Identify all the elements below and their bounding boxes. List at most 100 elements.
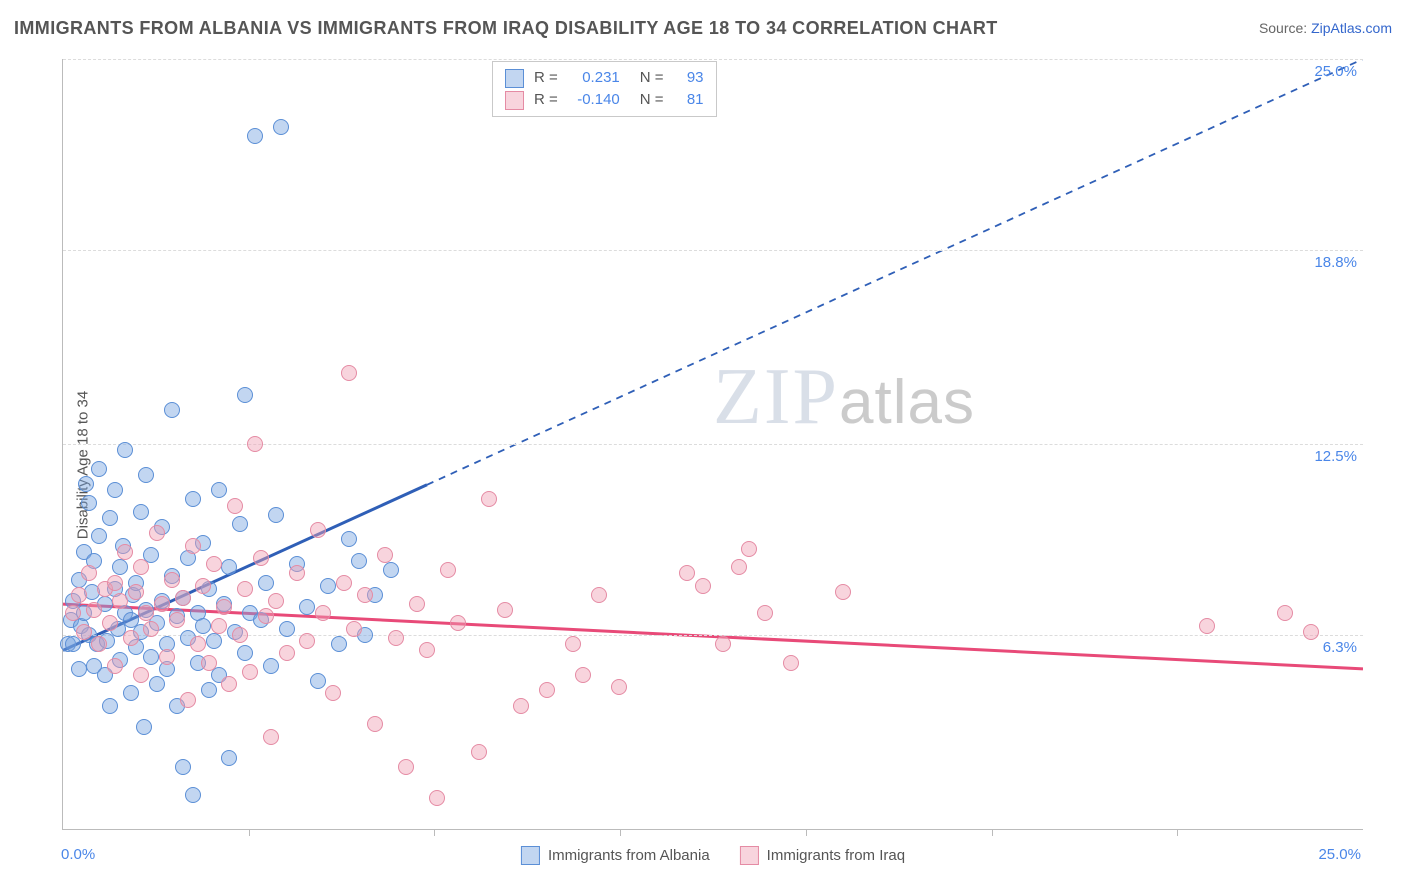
data-point (263, 658, 279, 674)
n-label: N = (640, 67, 664, 89)
data-point (201, 655, 217, 671)
data-point (268, 507, 284, 523)
data-point (310, 522, 326, 538)
data-point (513, 698, 529, 714)
data-point (143, 649, 159, 665)
data-point (149, 525, 165, 541)
r-value: 0.231 (568, 67, 620, 89)
gridline (63, 59, 1363, 60)
data-point (195, 578, 211, 594)
r-value: -0.140 (568, 89, 620, 111)
data-point (237, 387, 253, 403)
data-point (539, 682, 555, 698)
data-point (383, 562, 399, 578)
data-point (206, 633, 222, 649)
data-point (136, 719, 152, 735)
legend-swatch (505, 91, 524, 110)
data-point (180, 692, 196, 708)
data-point (783, 655, 799, 671)
data-point (835, 584, 851, 600)
data-point (591, 587, 607, 603)
x-tick (249, 829, 250, 836)
data-point (102, 698, 118, 714)
data-point (128, 584, 144, 600)
data-point (450, 615, 466, 631)
data-point (1199, 618, 1215, 634)
data-point (336, 575, 352, 591)
data-point (575, 667, 591, 683)
y-tick-label: 18.8% (1314, 254, 1357, 271)
legend-item: Immigrants from Iraq (740, 846, 905, 865)
legend-swatch (505, 69, 524, 88)
data-point (71, 587, 87, 603)
x-min-label: 0.0% (61, 846, 95, 863)
data-point (565, 636, 581, 652)
data-point (388, 630, 404, 646)
r-label: R = (534, 67, 558, 89)
data-point (102, 615, 118, 631)
data-point (232, 516, 248, 532)
data-point (263, 729, 279, 745)
data-point (81, 495, 97, 511)
data-point (237, 581, 253, 597)
data-point (138, 467, 154, 483)
legend-swatch (740, 846, 759, 865)
scatter-plot: ZIPatlas R =0.231 N =93R =-0.140 N =81 I… (62, 59, 1363, 830)
data-point (175, 590, 191, 606)
y-tick-label: 12.5% (1314, 448, 1357, 465)
data-point (133, 504, 149, 520)
data-point (232, 627, 248, 643)
data-point (279, 621, 295, 637)
chart-title: IMMIGRANTS FROM ALBANIA VS IMMIGRANTS FR… (14, 18, 998, 38)
data-point (154, 596, 170, 612)
x-tick (806, 829, 807, 836)
data-point (1303, 624, 1319, 640)
n-value: 81 (674, 89, 704, 111)
data-point (159, 649, 175, 665)
source-link[interactable]: ZipAtlas.com (1311, 20, 1392, 36)
data-point (310, 673, 326, 689)
legend-item: Immigrants from Albania (521, 846, 710, 865)
source-label: Source: ZipAtlas.com (1259, 20, 1392, 36)
data-point (169, 612, 185, 628)
data-point (107, 658, 123, 674)
data-point (185, 538, 201, 554)
gridline (63, 250, 1363, 251)
data-point (76, 624, 92, 640)
data-point (440, 562, 456, 578)
data-point (149, 676, 165, 692)
data-point (320, 578, 336, 594)
source-prefix: Source: (1259, 20, 1311, 36)
data-point (133, 667, 149, 683)
x-max-label: 25.0% (1318, 846, 1361, 863)
data-point (211, 618, 227, 634)
data-point (201, 682, 217, 698)
legend-label: Immigrants from Iraq (767, 847, 905, 864)
x-tick (620, 829, 621, 836)
n-value: 93 (674, 67, 704, 89)
data-point (258, 575, 274, 591)
data-point (331, 636, 347, 652)
data-point (71, 661, 87, 677)
n-label: N = (640, 89, 664, 111)
x-tick (434, 829, 435, 836)
data-point (409, 596, 425, 612)
data-point (357, 587, 373, 603)
correlation-legend: R =0.231 N =93R =-0.140 N =81 (492, 61, 717, 117)
y-tick-label: 6.3% (1323, 639, 1357, 656)
data-point (185, 787, 201, 803)
trend-line-dashed (427, 59, 1363, 485)
data-point (695, 578, 711, 594)
data-point (253, 550, 269, 566)
x-tick (992, 829, 993, 836)
data-point (346, 621, 362, 637)
data-point (123, 630, 139, 646)
data-point (123, 685, 139, 701)
data-point (91, 461, 107, 477)
data-point (206, 556, 222, 572)
gridline (63, 635, 1363, 636)
data-point (107, 575, 123, 591)
data-point (175, 759, 191, 775)
legend-row: R =-0.140 N =81 (505, 89, 704, 111)
series-legend: Immigrants from Albania Immigrants from I… (521, 846, 905, 865)
